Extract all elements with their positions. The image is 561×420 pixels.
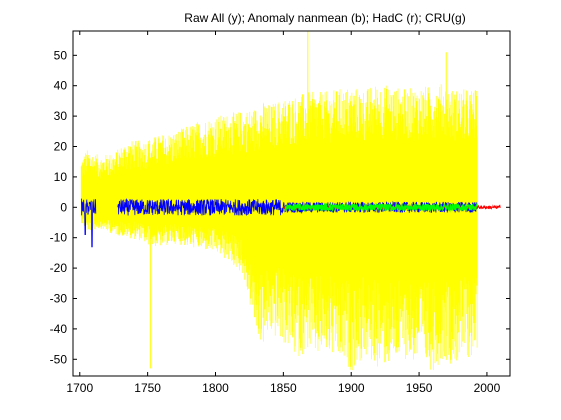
y-tick-label: -50 [50,352,68,366]
x-tick-label: 2000 [474,381,501,395]
series-line [284,202,478,213]
x-tick-label: 1850 [270,381,297,395]
x-tick-label: 1750 [134,381,161,395]
y-tick-label: -10 [50,231,68,245]
y-tick-label: 40 [54,79,68,93]
y-tick-label: 50 [54,48,68,62]
y-tick-label: -20 [50,261,68,275]
x-tick-label: 1900 [338,381,365,395]
series-raw-all [80,31,478,371]
axis-ticks: 1700 1750 1800 1850 1900 1950 2000 -50 -40 -30 -20… [50,31,510,395]
y-tick-label: -40 [50,322,68,336]
series-line [80,197,478,248]
y-tick-label: 30 [54,109,68,123]
x-tick-label: 1950 [406,381,433,395]
y-tick-label: -30 [50,291,68,305]
y-tick-label: 20 [54,140,68,154]
y-tick-label: 10 [54,170,68,184]
axes-box [72,30,511,377]
chart-title: Raw All (y); Anomaly nanmean (b); HadC (… [184,11,465,25]
series-cru [284,202,478,213]
series-anomaly-nanmean [80,197,478,248]
y-tick-label: 0 [60,200,67,214]
plot-area [80,31,501,371]
x-tick-label: 1800 [202,381,229,395]
x-tick-label: 1700 [66,381,93,395]
